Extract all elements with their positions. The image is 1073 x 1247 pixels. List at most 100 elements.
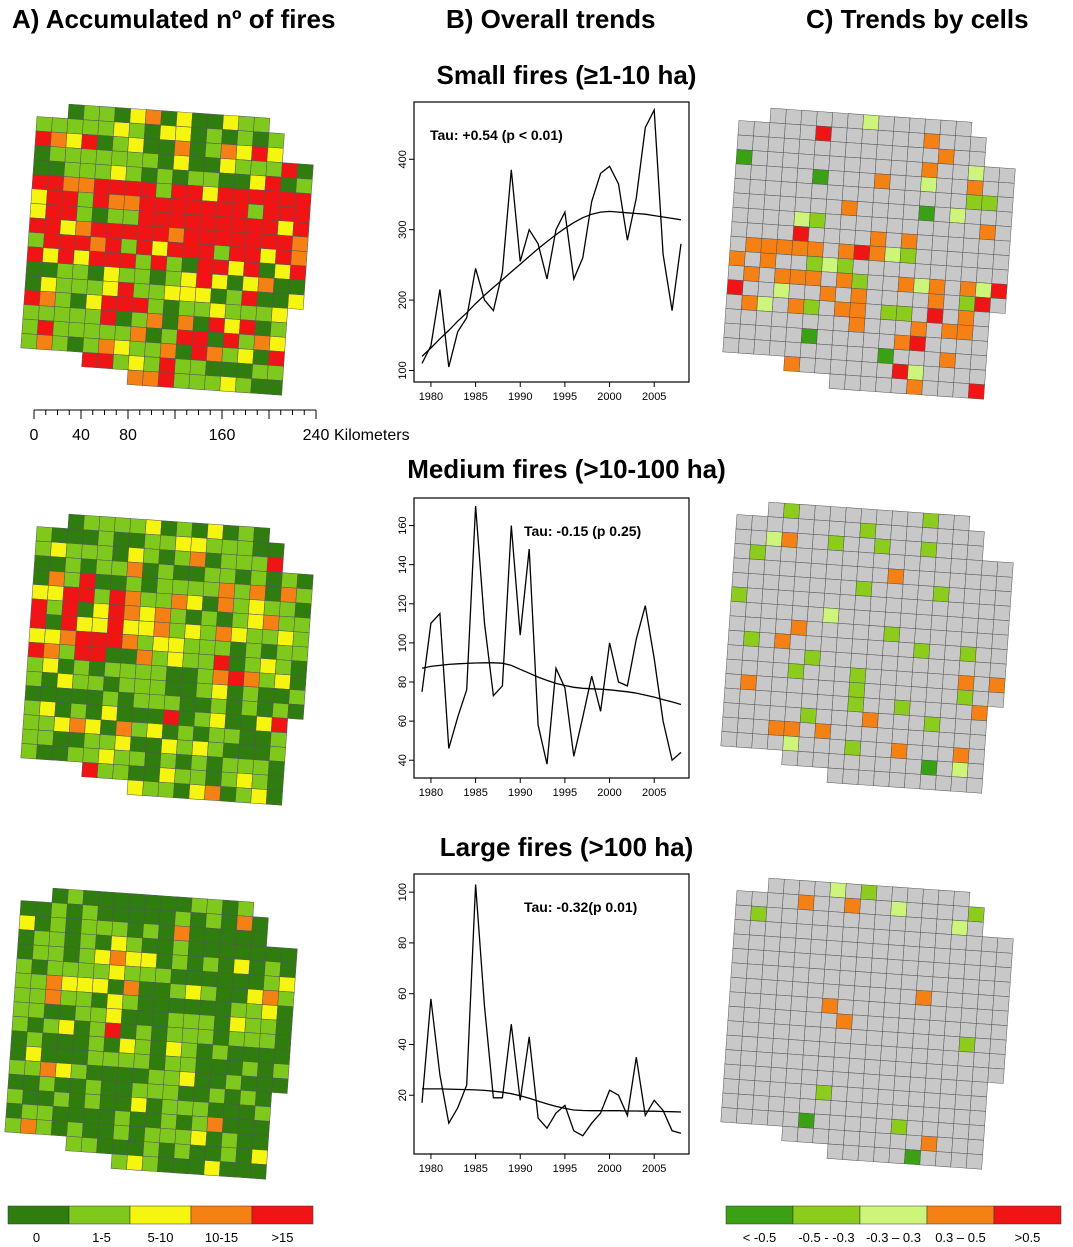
map-cell [98,734,116,751]
map-cell [817,314,835,331]
map-cell [262,204,280,221]
map-cell [165,1041,183,1058]
map-cell [155,953,173,970]
map-cell [798,357,816,374]
map-cell [943,659,961,676]
map-cell [762,209,780,226]
map-cell [265,379,283,396]
map-cell [897,641,915,658]
map-cell [82,119,100,136]
map-cell [189,769,207,786]
map-cell [131,707,149,724]
map-cell [239,1089,257,1107]
map-cell [856,201,874,218]
map-cell [860,143,878,160]
map-cell [740,1050,758,1067]
map-cell [920,917,938,934]
map-cell [278,205,296,222]
map-cell [794,561,812,578]
map-cell [868,245,886,262]
map-cell [844,374,862,391]
map-cell [892,349,910,366]
map-cell [919,191,937,208]
map-cell [9,1044,27,1061]
map-cell [114,1095,132,1112]
map-cell [778,951,796,968]
map-cell [949,948,967,965]
map-cell [166,1026,184,1043]
map-cell [203,567,221,584]
map-cell [828,1114,846,1131]
map-cell [44,989,62,1006]
map-cell [211,273,229,290]
map-cell [846,710,864,727]
map-cell [723,687,741,704]
map-cell [818,300,836,317]
map-cell [177,1085,195,1102]
map-cell [54,701,72,719]
map-cell [989,297,1007,314]
map-cell [859,1116,877,1133]
map-cell [756,661,774,678]
map-cell [204,142,222,159]
map-cell [261,219,279,236]
map-cell [894,320,912,337]
map-cell [788,648,806,665]
map-cell [808,953,826,970]
map-cell [60,205,78,222]
map-cell [178,300,196,317]
map-cell [64,557,82,574]
map-cell [768,122,786,139]
map-cell [206,756,224,773]
map-cell [72,1034,90,1051]
map-cell [158,549,176,566]
map-cell [816,1070,834,1087]
map-cell [939,352,957,369]
map-cell [28,217,46,234]
map-cell [35,116,53,133]
map-cell [39,290,57,307]
map-cell [34,915,52,932]
map-cell [872,928,890,945]
map-cell [44,218,62,235]
map-cell [157,563,175,580]
map-cell [221,1132,239,1149]
map-cell [751,150,769,167]
map-cell [144,109,162,126]
map-cell [98,106,116,123]
map-cell [802,664,820,681]
map-cell [128,340,146,357]
map-cell [989,1038,1007,1055]
map-cell [917,961,935,978]
map-cell [222,332,240,349]
map-cell [77,191,95,208]
y-tick-label: 400 [397,150,409,168]
map-cell [785,692,803,709]
map-cell [893,699,911,716]
legend-label: >0.5 [1015,1230,1041,1245]
map-cell [222,524,240,541]
map-cell [843,897,861,914]
map-cell [104,647,122,664]
map-cell [878,1074,896,1091]
map-cell [142,780,160,797]
map-cell [805,255,823,272]
map-cell [218,943,236,960]
map-cell [942,308,960,325]
map-cell [124,590,142,607]
map-cell [974,661,992,678]
map-cell [821,997,839,1015]
map-cell [157,371,175,388]
map-cell [935,918,953,935]
map-cell [930,249,948,267]
map-cell [24,275,42,292]
map-cell [112,906,130,923]
map-cell [211,683,229,700]
map-cell [970,340,988,357]
map-cell [883,626,901,643]
map-cell [233,583,251,600]
map-cell [877,115,895,132]
map-cell [112,136,130,153]
map-cell [730,586,748,603]
map-cell [12,1001,30,1018]
